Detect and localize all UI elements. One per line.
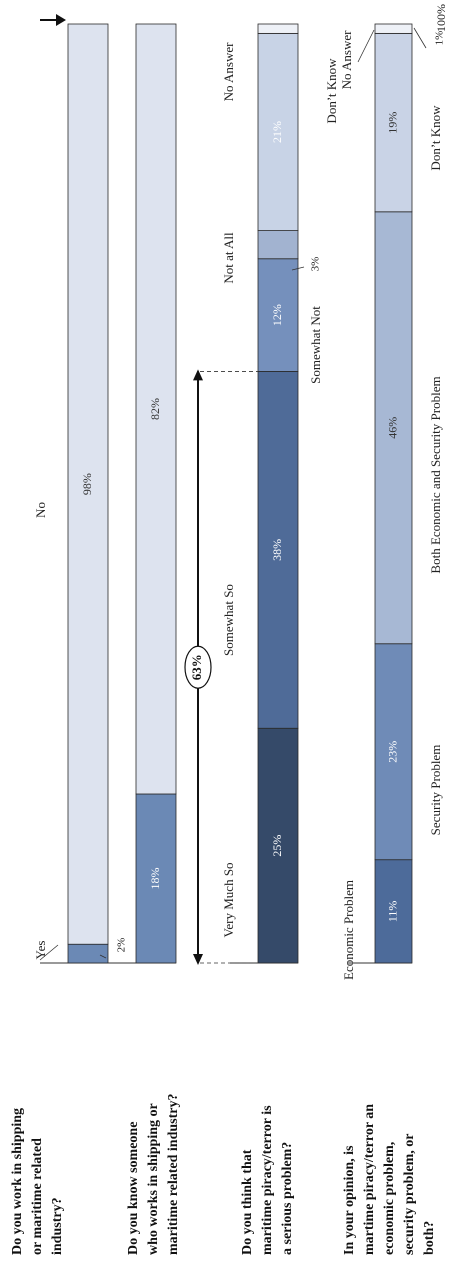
top-arrow-head (56, 14, 66, 26)
category-label-no-answer-q3: No Answer (221, 42, 236, 102)
data-label-q3-5: 21% (270, 121, 284, 143)
bar-segment-q4-5 (374, 23, 413, 34)
question-text-q2-line-3: maritime related industry? (166, 1094, 181, 1256)
leader-yes (39, 944, 59, 961)
bar-segment-q1-2 (67, 23, 109, 945)
bar-segment-q3-5 (257, 32, 299, 231)
category-label-security-problem: Security Problem (428, 745, 443, 836)
data-label-q4-1: 11% (385, 901, 399, 923)
question-text-q1-line-1: Do you work in shipping (10, 1108, 25, 1255)
question-text-q4-line-3: economic problem, (382, 1142, 397, 1255)
leader-no-answer-q4 (357, 29, 375, 63)
bracket-label: 63% (189, 654, 204, 680)
leader-q4-noanswer (413, 27, 427, 49)
data-label-q3-3: 12% (270, 304, 284, 326)
bar-segment-q3-1 (257, 727, 299, 964)
bar-segment-q3-3 (257, 258, 299, 372)
question-text-q3-line-2: maritime piracy/terror is (260, 1105, 275, 1255)
category-label-economic-problem: Economic Problem (341, 880, 356, 980)
question-text-q1-line-3: industry? (50, 1197, 65, 1255)
bar-segment-q3-4 (257, 230, 299, 260)
question-text-q4-line-2: martime piracy/terror an (362, 1104, 377, 1255)
category-label-dont-know-upper: Don’t Know (324, 58, 339, 124)
data-label-q2-1: 18% (148, 867, 162, 889)
leader-q1-yes (99, 954, 107, 959)
question-text-q3-line-3: a serious problem? (280, 1142, 295, 1255)
bar-segment-q2-2 (135, 23, 177, 795)
bracket-arrow-top (193, 369, 203, 381)
category-label-both-problem: Both Economic and Security Problem (428, 376, 443, 573)
data-label-q3-2: 38% (270, 539, 284, 561)
bar-segment-q1-1 (67, 943, 109, 964)
leader-q3-notatall (291, 266, 305, 271)
data-label-q2-2: 82% (148, 398, 162, 420)
data-label-q4-4: 19% (385, 112, 399, 134)
category-label-somewhat-not: Somewhat Not (308, 306, 323, 384)
bar-segment-q4-2 (374, 643, 413, 861)
data-label-q3-notatall-outer: 3% (310, 257, 322, 272)
top-marker-label: 100% (434, 4, 448, 32)
category-label-very-much-so: Very Much So (221, 862, 236, 937)
category-label-dont-know: Don’t Know (428, 105, 443, 171)
bar-segment-q3-2 (257, 371, 299, 729)
data-label-q4-2: 23% (385, 741, 399, 763)
question-text-q4-line-5: both? (422, 1221, 437, 1255)
question-text-q3-line-1: Do you think that (240, 1149, 255, 1255)
question-text-q1-line-2: or maritime related (30, 1138, 45, 1255)
bar-segment-q4-1 (374, 859, 413, 964)
category-label-yes: Yes (33, 941, 48, 960)
bracket-ellipse (184, 645, 212, 689)
bar-segment-q2-1 (135, 793, 177, 964)
data-label-q1-yes-outer: 2% (116, 938, 128, 953)
question-text-q4-line-4: security problem, or (402, 1134, 417, 1255)
bar-segment-q4-4 (374, 32, 413, 213)
category-label-not-at-all: Not at All (221, 232, 236, 284)
bar-segment-q3-6 (257, 23, 299, 34)
bracket-arrow-bottom (193, 954, 203, 965)
category-label-no-answer-q4: No Answer (339, 30, 354, 90)
question-text-q4-line-1: In your opinion, is (342, 1145, 357, 1255)
data-label-q4-3: 46% (385, 417, 399, 439)
category-label-no: No (33, 502, 48, 518)
data-label-q4-noanswer-outer: 1% (434, 31, 446, 46)
data-label-q3-1: 25% (270, 835, 284, 857)
category-label-somewhat-so: Somewhat So (221, 584, 236, 656)
question-text-q2-line-2: who works in shipping or (146, 1103, 161, 1255)
data-label-q1-2: 98% (80, 473, 94, 495)
question-text-q2-line-1: Do you know someone (126, 1122, 141, 1255)
